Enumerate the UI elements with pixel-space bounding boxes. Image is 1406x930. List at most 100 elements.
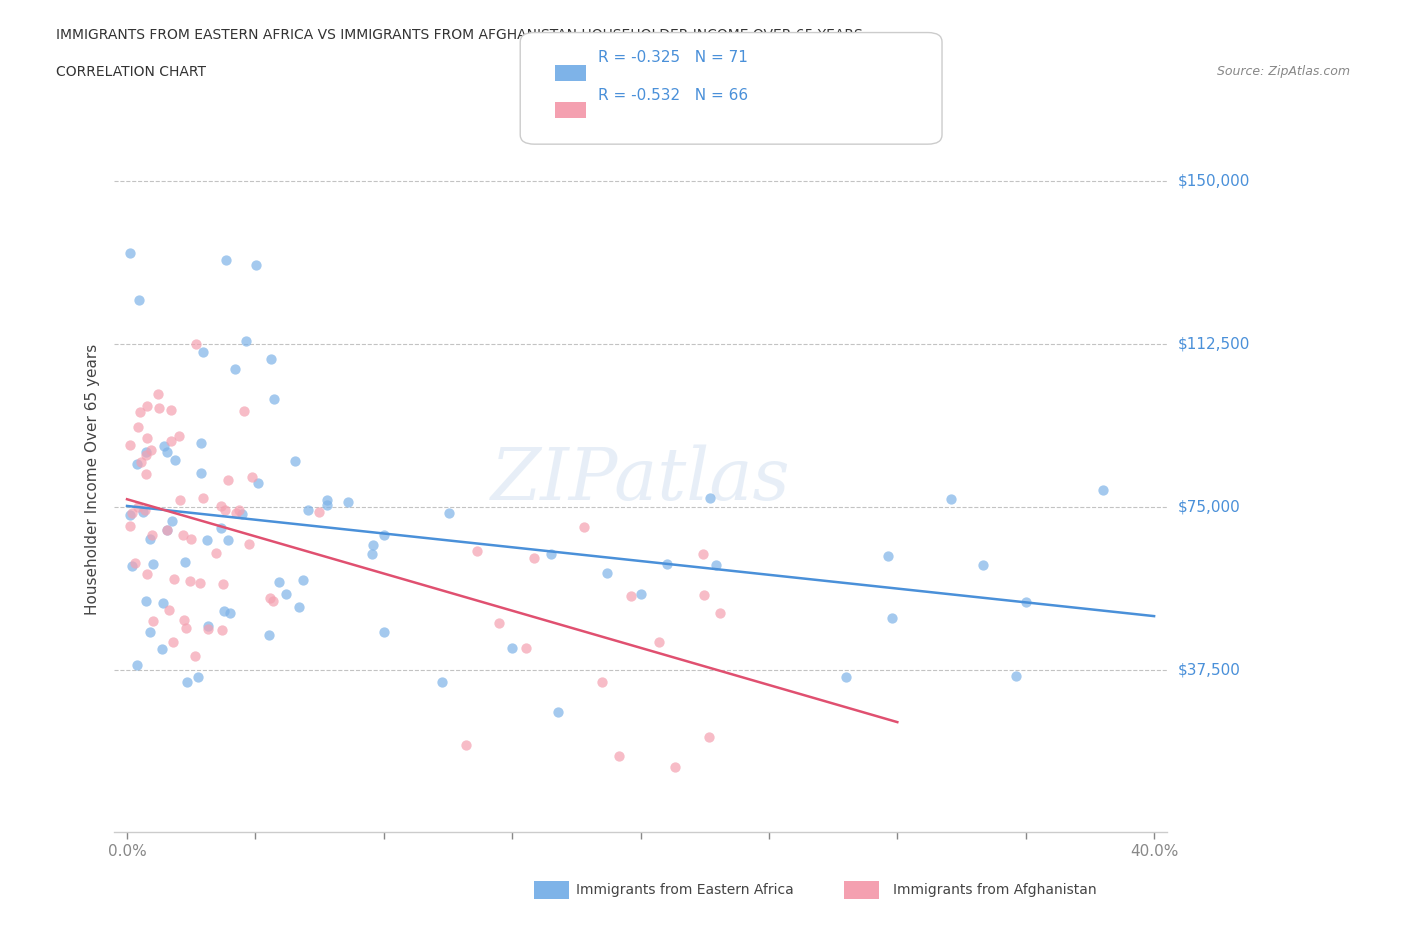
Point: [360, 546, 382, 561]
Point: [373, 625, 395, 640]
Point: [121, 559, 143, 574]
Point: [245, 258, 267, 272]
Point: [880, 610, 903, 625]
Point: [156, 523, 179, 538]
Point: [163, 571, 186, 586]
Point: [162, 635, 184, 650]
Point: [430, 674, 453, 689]
Point: [437, 506, 460, 521]
Point: [159, 433, 181, 448]
Point: [647, 634, 669, 649]
Point: [138, 625, 160, 640]
Point: [1015, 594, 1038, 609]
Point: [620, 589, 643, 604]
Point: [195, 532, 218, 547]
Point: [191, 344, 214, 359]
Point: [139, 532, 162, 547]
Point: [209, 520, 232, 535]
Point: [211, 622, 233, 637]
Point: [152, 595, 174, 610]
Point: [225, 505, 247, 520]
Point: [124, 555, 146, 570]
Text: $75,000: $75,000: [1178, 499, 1240, 514]
Point: [163, 453, 186, 468]
Point: [308, 504, 330, 519]
Text: ZIPatlas: ZIPatlas: [491, 445, 790, 515]
Point: [197, 621, 219, 636]
Point: [238, 537, 260, 551]
Point: [183, 649, 205, 664]
Point: [209, 498, 232, 513]
Point: [259, 591, 281, 605]
Point: [1005, 669, 1028, 684]
Point: [152, 439, 174, 454]
Point: [118, 508, 141, 523]
Point: [152, 641, 174, 656]
Point: [156, 445, 179, 459]
Point: [630, 587, 652, 602]
Point: [607, 749, 630, 764]
Text: CORRELATION CHART: CORRELATION CHART: [56, 65, 207, 79]
Point: [136, 399, 159, 414]
Point: [135, 566, 157, 581]
Point: [173, 613, 195, 628]
Point: [180, 531, 202, 546]
Point: [146, 386, 169, 401]
Point: [262, 594, 284, 609]
Point: [129, 454, 152, 469]
Point: [135, 594, 157, 609]
Point: [501, 641, 523, 656]
Point: [142, 614, 165, 629]
Point: [135, 445, 157, 459]
Text: Source: ZipAtlas.com: Source: ZipAtlas.com: [1216, 65, 1350, 78]
Point: [191, 491, 214, 506]
Point: [235, 334, 257, 349]
Point: [190, 465, 212, 480]
Point: [190, 435, 212, 450]
Point: [337, 495, 360, 510]
Point: [179, 573, 201, 588]
Point: [160, 403, 183, 418]
Text: $37,500: $37,500: [1178, 662, 1241, 677]
Point: [523, 551, 546, 565]
Point: [699, 490, 721, 505]
Point: [288, 600, 311, 615]
Point: [315, 493, 337, 508]
Point: [361, 538, 384, 552]
Point: [515, 641, 537, 656]
Point: [709, 605, 731, 620]
Point: [118, 246, 141, 260]
Point: [297, 503, 319, 518]
Point: [1091, 483, 1114, 498]
Point: [217, 533, 239, 548]
Point: [215, 253, 238, 268]
Point: [128, 405, 150, 419]
Point: [121, 505, 143, 520]
Point: [135, 448, 157, 463]
Point: [127, 419, 149, 434]
Point: [456, 737, 478, 752]
Point: [219, 605, 242, 620]
Point: [267, 574, 290, 589]
Point: [972, 558, 994, 573]
Point: [228, 502, 250, 517]
Point: [127, 499, 149, 514]
Point: [693, 587, 716, 602]
Point: [188, 576, 211, 591]
Point: [214, 604, 236, 618]
Point: [136, 431, 159, 445]
Text: $112,500: $112,500: [1178, 337, 1250, 352]
Point: [373, 527, 395, 542]
Point: [465, 543, 488, 558]
Point: [231, 506, 253, 521]
Point: [591, 675, 613, 690]
Text: IMMIGRANTS FROM EASTERN AFRICA VS IMMIGRANTS FROM AFGHANISTAN HOUSEHOLDER INCOME: IMMIGRANTS FROM EASTERN AFRICA VS IMMIGR…: [56, 28, 863, 42]
Point: [118, 437, 141, 452]
Point: [260, 351, 283, 365]
Point: [284, 454, 307, 469]
Point: [664, 760, 686, 775]
Point: [697, 730, 720, 745]
Point: [134, 502, 156, 517]
Point: [155, 523, 177, 538]
Point: [835, 670, 858, 684]
